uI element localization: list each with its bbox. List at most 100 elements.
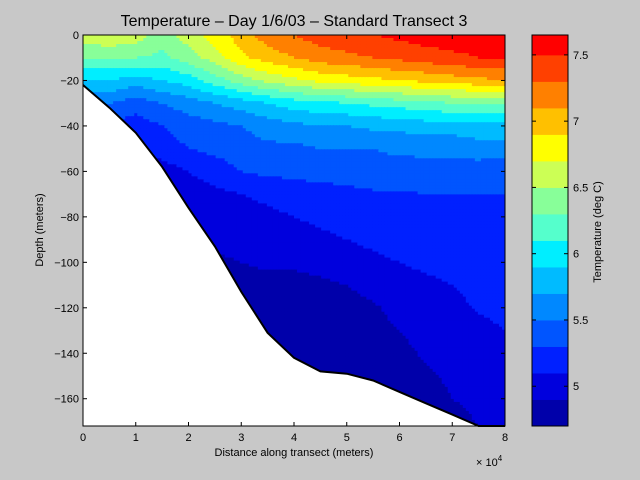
heat-cell — [194, 89, 199, 93]
heat-cell — [489, 56, 494, 60]
heat-cell — [185, 89, 190, 93]
heat-cell — [435, 44, 440, 48]
heat-cell — [474, 59, 479, 63]
heat-cell — [315, 56, 319, 60]
heat-cell — [297, 95, 301, 99]
heat-cell — [95, 83, 99, 87]
heat-cell — [218, 62, 223, 66]
heat-cell — [498, 95, 503, 99]
heat-cell — [393, 65, 398, 69]
heat-cell — [233, 83, 238, 87]
heat-cell — [203, 89, 208, 93]
heat-cell — [378, 47, 383, 51]
heat-cell — [197, 38, 202, 42]
heat-cell — [315, 47, 319, 51]
heat-cell — [278, 77, 283, 81]
heat-cell — [83, 56, 87, 60]
heat-cell — [287, 56, 292, 60]
heat-cell — [321, 59, 325, 63]
heat-cell — [272, 44, 277, 48]
heat-cell — [498, 35, 503, 39]
heat-cell — [384, 68, 389, 72]
heat-cell — [483, 38, 488, 42]
heat-cell — [315, 86, 319, 90]
heat-cell — [420, 89, 425, 93]
heat-cell — [447, 38, 452, 42]
heat-cell — [324, 41, 328, 45]
heat-cell — [194, 68, 199, 72]
heat-cell — [423, 65, 428, 69]
heat-cell — [287, 44, 292, 48]
heat-cell — [444, 41, 449, 45]
heat-cell — [251, 95, 256, 99]
heat-cell — [405, 80, 410, 84]
heat-cell — [354, 38, 358, 42]
heat-cell — [408, 77, 413, 81]
heat-cell — [143, 35, 147, 39]
heat-cell — [284, 80, 289, 84]
heat-cell — [384, 77, 389, 81]
heat-cell — [206, 50, 211, 54]
heat-cell — [212, 41, 217, 45]
heat-cell — [146, 86, 150, 90]
heat-cell — [498, 77, 503, 81]
heat-cell — [363, 38, 367, 42]
heat-cell — [230, 89, 235, 93]
heat-cell — [447, 80, 452, 84]
heat-cell — [200, 50, 205, 54]
heat-cell — [194, 53, 199, 57]
heat-cell — [426, 83, 431, 87]
heat-cell — [315, 38, 319, 42]
heat-cell — [143, 77, 147, 81]
heat-cell — [342, 35, 346, 39]
heat-cell — [263, 71, 268, 75]
heat-cell — [351, 92, 355, 96]
heat-cell — [92, 35, 96, 39]
heat-cell — [450, 38, 455, 42]
heat-cell — [119, 92, 123, 96]
heat-cell — [441, 71, 446, 75]
heat-cell — [218, 71, 223, 75]
heat-cell — [221, 68, 226, 72]
heat-cell — [215, 65, 220, 69]
heat-cell — [248, 86, 253, 90]
heat-cell — [390, 95, 395, 99]
heat-cell — [185, 38, 190, 42]
heat-cell — [426, 41, 431, 45]
heat-cell — [278, 68, 283, 72]
heat-cell — [366, 74, 370, 78]
heat-cell — [390, 62, 395, 66]
heat-cell — [309, 50, 313, 54]
heat-cell — [113, 50, 117, 54]
heat-cell — [98, 89, 102, 93]
heat-cell — [366, 35, 370, 39]
heat-cell — [266, 86, 271, 90]
heat-cell — [393, 53, 398, 57]
heat-cell — [119, 71, 123, 75]
heat-cell — [369, 56, 373, 60]
heat-cell — [131, 50, 135, 54]
heat-cell — [179, 71, 184, 75]
heat-cell — [134, 38, 138, 42]
heat-cell — [257, 47, 262, 51]
heat-cell — [321, 56, 325, 60]
heat-cell — [486, 71, 491, 75]
heat-cell — [218, 44, 223, 48]
heat-cell — [215, 50, 220, 54]
heat-cell — [501, 77, 505, 81]
heat-cell — [194, 83, 199, 87]
heat-cell — [390, 77, 395, 81]
heat-cell — [417, 35, 422, 39]
heat-cell — [266, 71, 271, 75]
heat-cell — [167, 41, 172, 45]
heat-cell — [263, 80, 268, 84]
heat-cell — [218, 47, 223, 51]
heat-cell — [272, 74, 277, 78]
heat-cell — [275, 68, 280, 72]
heat-cell — [215, 35, 220, 39]
heat-cell — [369, 44, 373, 48]
heat-cell — [122, 44, 126, 48]
heat-cell — [417, 68, 422, 72]
heat-cell — [107, 89, 111, 93]
heat-cell — [294, 92, 298, 96]
